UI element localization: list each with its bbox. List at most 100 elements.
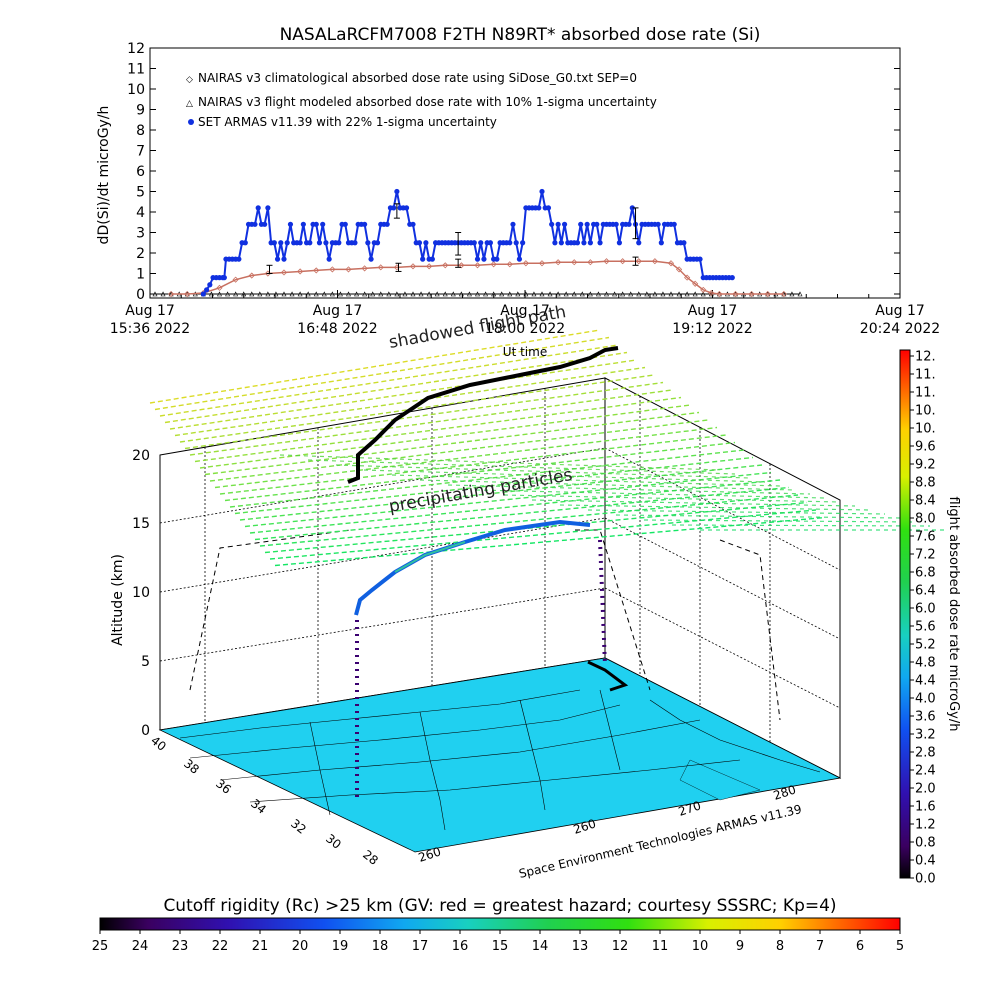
series-armas-point: [520, 240, 526, 246]
series-flight-modeled-point: [483, 291, 489, 297]
series-armas-point: [420, 256, 426, 262]
series-flight-modeled-point: [531, 291, 537, 297]
series-armas-point: [594, 221, 600, 227]
colorbar-tick-label: 4.4: [915, 674, 936, 689]
series-flight-modeled-point: [225, 291, 231, 297]
series-armas-point: [536, 205, 542, 211]
series-armas-point: [423, 240, 429, 246]
series-flight-modeled-point: [491, 291, 497, 297]
legend-label-climatological: NAIRAS v3 climatological absorbed dose r…: [198, 71, 637, 85]
series-climatological-point: [732, 290, 739, 298]
series-armas-point: [384, 221, 390, 227]
series-climatological-point: [458, 262, 465, 269]
series-armas-point: [323, 240, 329, 246]
colorbar-tick-label: 4.0: [915, 692, 936, 707]
series-armas-point: [262, 221, 268, 227]
dose-rate-colorbar-ticks: 12. 11. 11. 10. 10. 9.6 9.2 8.8 8.4 8.0 7.6 7.2 6.8 6…: [910, 350, 936, 887]
altitude-axis-label: Altitude (km): [110, 554, 126, 646]
legend-item-climatological: ◇ NAIRAS v3 climatological absorbed dose…: [186, 71, 637, 85]
series-flight-modeled-point: [329, 291, 335, 297]
precip-row: [184, 381, 664, 450]
colorbar-tick-label: 2.4: [915, 764, 936, 779]
series-armas-point: [697, 256, 703, 262]
series-armas-point: [616, 240, 623, 246]
series-armas-point: [561, 221, 568, 227]
boundary-lines: [189, 529, 781, 721]
colorbar-tick-label: 3.6: [915, 710, 936, 725]
rigidity-tick-label: 20: [292, 939, 309, 954]
series-climatological-point: [280, 269, 288, 276]
series-flight-modeled-point: [587, 291, 593, 297]
series-climatological-point: [555, 259, 562, 266]
series-climatological-point: [635, 258, 642, 265]
series-climatological-point: [474, 262, 481, 269]
series-armas-point: [281, 256, 287, 262]
precip-row: [274, 516, 826, 567]
precip-row: [164, 351, 628, 424]
series-armas-point: [265, 205, 271, 211]
series-layer: [152, 188, 803, 298]
series-climatological-point: [377, 264, 384, 271]
series-armas-point: [326, 256, 332, 262]
precip-row: [244, 471, 772, 528]
rigidity-tick-label: 9: [736, 939, 744, 954]
series-climatological-point: [571, 259, 578, 266]
rigidity-tick-label: 24: [132, 939, 149, 954]
x-tick-label-date: Aug 17: [313, 303, 363, 319]
series-armas-point: [681, 240, 687, 246]
rigidity-tick-label: 16: [452, 939, 469, 954]
series-armas-point: [336, 240, 342, 246]
series-climatological-point: [361, 265, 368, 272]
florida-region: [679, 759, 761, 801]
precip-row-lower: [559, 504, 871, 511]
colorbar-tick-label: 7.2: [915, 548, 936, 563]
series-flight-modeled-point: [354, 291, 360, 297]
y-tick-label: 8: [136, 123, 145, 139]
series-flight-modeled-point: [233, 291, 239, 297]
series-flight-modeled-point: [249, 291, 255, 297]
series-armas-point: [513, 240, 519, 246]
series-armas-point: [352, 240, 358, 246]
legend: ◇ NAIRAS v3 climatological absorbed dose…: [186, 71, 657, 129]
cutoff-rigidity-ticks: 25 24 23 22 21 20 19 18 17 16 15 14 13 12 11 10 9 8 7 6 5: [92, 930, 904, 954]
colorbar-tick-label: 5.2: [915, 638, 936, 653]
rigidity-tick-label: 6: [856, 939, 864, 954]
series-climatological-point: [700, 286, 707, 293]
series-flight-modeled-point: [563, 291, 569, 297]
series-armas-point: [365, 240, 371, 246]
series-armas-point: [671, 221, 677, 227]
precip-row-lower: [475, 489, 826, 499]
precip-row: [179, 374, 655, 443]
precip-row: [219, 434, 727, 495]
precip-row-lower: [531, 499, 856, 507]
colorbar-tick-label: 7.6: [915, 530, 936, 545]
colorbar-tick-label: 1.6: [915, 800, 936, 815]
series-armas-point: [549, 221, 555, 227]
colorbar-tick-label: 8.4: [915, 494, 936, 509]
rigidity-tick-label: 13: [572, 939, 589, 954]
rigidity-tick-label: 14: [532, 939, 549, 954]
series-armas-point: [584, 221, 590, 227]
colorbar-tick-label: 10.: [915, 422, 936, 437]
series-armas-point: [278, 240, 284, 246]
series-flight-modeled-point: [475, 291, 480, 297]
colorbar-tick-label: 11.: [915, 368, 936, 383]
series-armas-point: [242, 240, 248, 246]
series-armas-point: [316, 240, 323, 246]
series-flight-modeled-point: [620, 291, 626, 297]
series-climatological-line: [171, 260, 784, 295]
precip-row-lower: [503, 494, 841, 503]
series-flight-modeled-point: [676, 291, 682, 297]
series-climatological-point: [184, 290, 191, 298]
series-flight-modeled-point: [362, 291, 368, 297]
series-climatological-point: [232, 276, 239, 283]
series-flight-modeled-point: [337, 291, 343, 297]
series-flight-modeled-point: [628, 291, 634, 297]
series-armas-point: [271, 240, 277, 246]
series-armas-point: [545, 205, 552, 211]
precip-row: [234, 456, 754, 515]
lon-tick: 280: [772, 782, 798, 802]
series-armas-point: [658, 240, 664, 246]
series-flight-modeled-point: [539, 291, 545, 297]
